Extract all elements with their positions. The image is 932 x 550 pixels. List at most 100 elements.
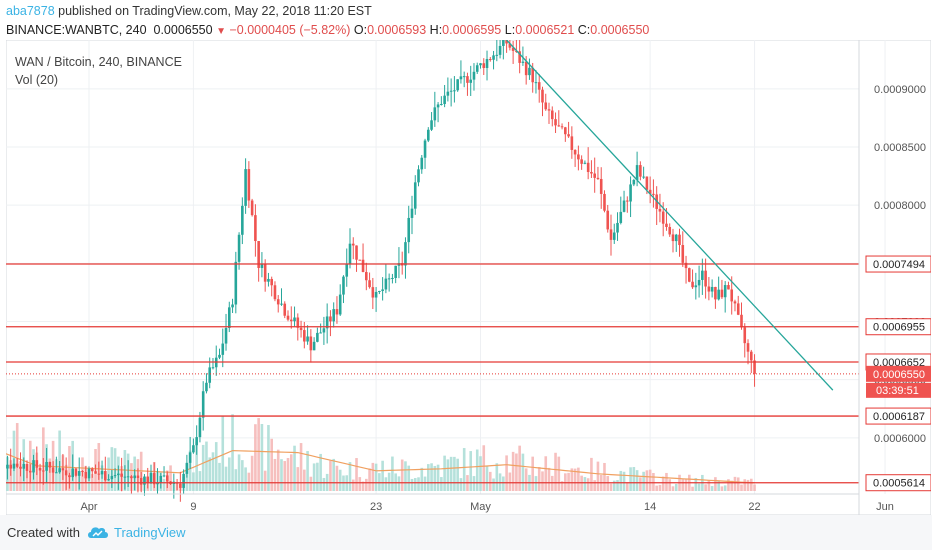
candle-body xyxy=(544,102,548,110)
trend-line-group[interactable] xyxy=(506,40,834,391)
volume-bar xyxy=(169,465,172,491)
price-chart[interactable]: 0.00060000.00065000.00070000.00075000.00… xyxy=(6,40,931,515)
candle-body xyxy=(270,278,273,286)
volume-bar xyxy=(436,464,440,491)
candle-body xyxy=(87,468,91,479)
chart-legend-title: WAN / Bitcoin, 240, BINANCE xyxy=(15,55,182,69)
candle-body xyxy=(289,319,293,322)
candle-body xyxy=(645,176,649,190)
volume-bar xyxy=(453,456,456,491)
volume-bar xyxy=(753,484,756,491)
candle-body xyxy=(413,182,417,209)
volume-bar xyxy=(227,457,231,491)
volume-bar xyxy=(645,470,649,491)
time-tick-label: 23 xyxy=(370,501,382,513)
candle-body xyxy=(472,71,476,80)
volume-bar xyxy=(218,462,221,491)
candle-body xyxy=(449,90,453,92)
volume-bar xyxy=(560,481,564,491)
volume-bar xyxy=(355,458,358,491)
volume-bar xyxy=(319,453,322,491)
time-axis[interactable]: Apr923May1422Jun11 xyxy=(80,501,931,513)
candle-body xyxy=(299,327,303,331)
volume-bar xyxy=(524,468,528,491)
candle-body xyxy=(753,360,756,374)
ohlc-high-value: 0.0006595 xyxy=(442,23,502,37)
volume-bar xyxy=(254,424,257,491)
candle-body xyxy=(749,351,753,361)
trend-line[interactable] xyxy=(506,40,834,391)
candle-body xyxy=(410,208,414,218)
candle-body xyxy=(77,471,81,476)
candle-body xyxy=(205,382,208,392)
candle-body xyxy=(374,291,378,298)
candle-body xyxy=(68,475,71,478)
candle-body xyxy=(227,307,231,329)
horizontal-levels[interactable] xyxy=(6,263,859,484)
publish-text: published on TradingView.com, May 22, 20… xyxy=(58,4,372,18)
candle-body xyxy=(133,475,136,479)
candle-body xyxy=(694,285,698,288)
volume-bar xyxy=(485,465,489,491)
volume-bar xyxy=(365,478,368,491)
volume-bar xyxy=(162,478,166,491)
author-username[interactable]: aba7878 xyxy=(6,4,55,18)
volume-bar xyxy=(469,451,473,491)
volume-moving-average xyxy=(6,449,755,484)
candle-body xyxy=(583,162,587,164)
volume-bar xyxy=(684,479,688,491)
volume-bar xyxy=(244,467,247,491)
price-labels: 0.00074940.00069550.00066520.00061870.00… xyxy=(865,255,931,492)
volume-bar xyxy=(335,465,339,491)
candle-body xyxy=(704,270,707,287)
ohlc-low-label: L: xyxy=(504,23,516,37)
volume-bar xyxy=(404,461,407,491)
volume-bar xyxy=(612,480,616,491)
countdown-label-box xyxy=(866,382,931,398)
volume-bar xyxy=(420,467,424,491)
candle-body xyxy=(345,264,349,277)
volume-bar xyxy=(391,456,394,491)
volume-bar xyxy=(263,470,267,491)
candle-body xyxy=(475,65,479,72)
volume-bar xyxy=(381,460,384,491)
volume-bar xyxy=(642,471,645,491)
candle-body xyxy=(146,476,150,484)
volume-bar xyxy=(306,451,309,491)
candle-body xyxy=(443,95,446,105)
candle-body xyxy=(629,184,632,202)
volume-bar xyxy=(456,458,459,491)
candle-body xyxy=(97,473,101,475)
level-label: 0.0007494 xyxy=(873,259,925,271)
candle-body xyxy=(547,109,551,111)
volume-bar xyxy=(397,476,401,491)
volume-bar xyxy=(550,475,554,491)
footer-bar: Created with TradingView xyxy=(0,515,932,550)
candle-body xyxy=(593,173,596,178)
candle-body xyxy=(201,391,205,418)
volume-bar xyxy=(68,446,71,491)
volume-bar xyxy=(609,483,613,491)
volume-bar xyxy=(276,449,280,491)
candle-body xyxy=(394,265,397,278)
price-tick-label: 0.0008000 xyxy=(874,200,926,212)
candle-body xyxy=(714,286,717,300)
candle-body xyxy=(32,460,35,473)
countdown-label: 03:39:51 xyxy=(876,385,919,397)
candle-body xyxy=(71,468,74,478)
volume-bar xyxy=(508,472,512,491)
publish-info: aba7878 published on TradingView.com, Ma… xyxy=(6,4,372,18)
volume-bar xyxy=(596,461,600,491)
candle-body xyxy=(166,475,169,482)
level-label: 0.0006955 xyxy=(873,322,925,334)
volume-bar xyxy=(234,469,238,491)
volume-bar xyxy=(495,463,499,491)
volume-bar xyxy=(671,486,675,491)
candle-body xyxy=(668,226,672,235)
candle-body xyxy=(743,327,747,344)
volume-bar xyxy=(322,477,326,491)
volume-bar xyxy=(511,451,515,491)
volume-bar xyxy=(475,449,479,491)
tradingview-link[interactable]: TradingView xyxy=(114,525,186,540)
candle-body xyxy=(90,468,94,472)
